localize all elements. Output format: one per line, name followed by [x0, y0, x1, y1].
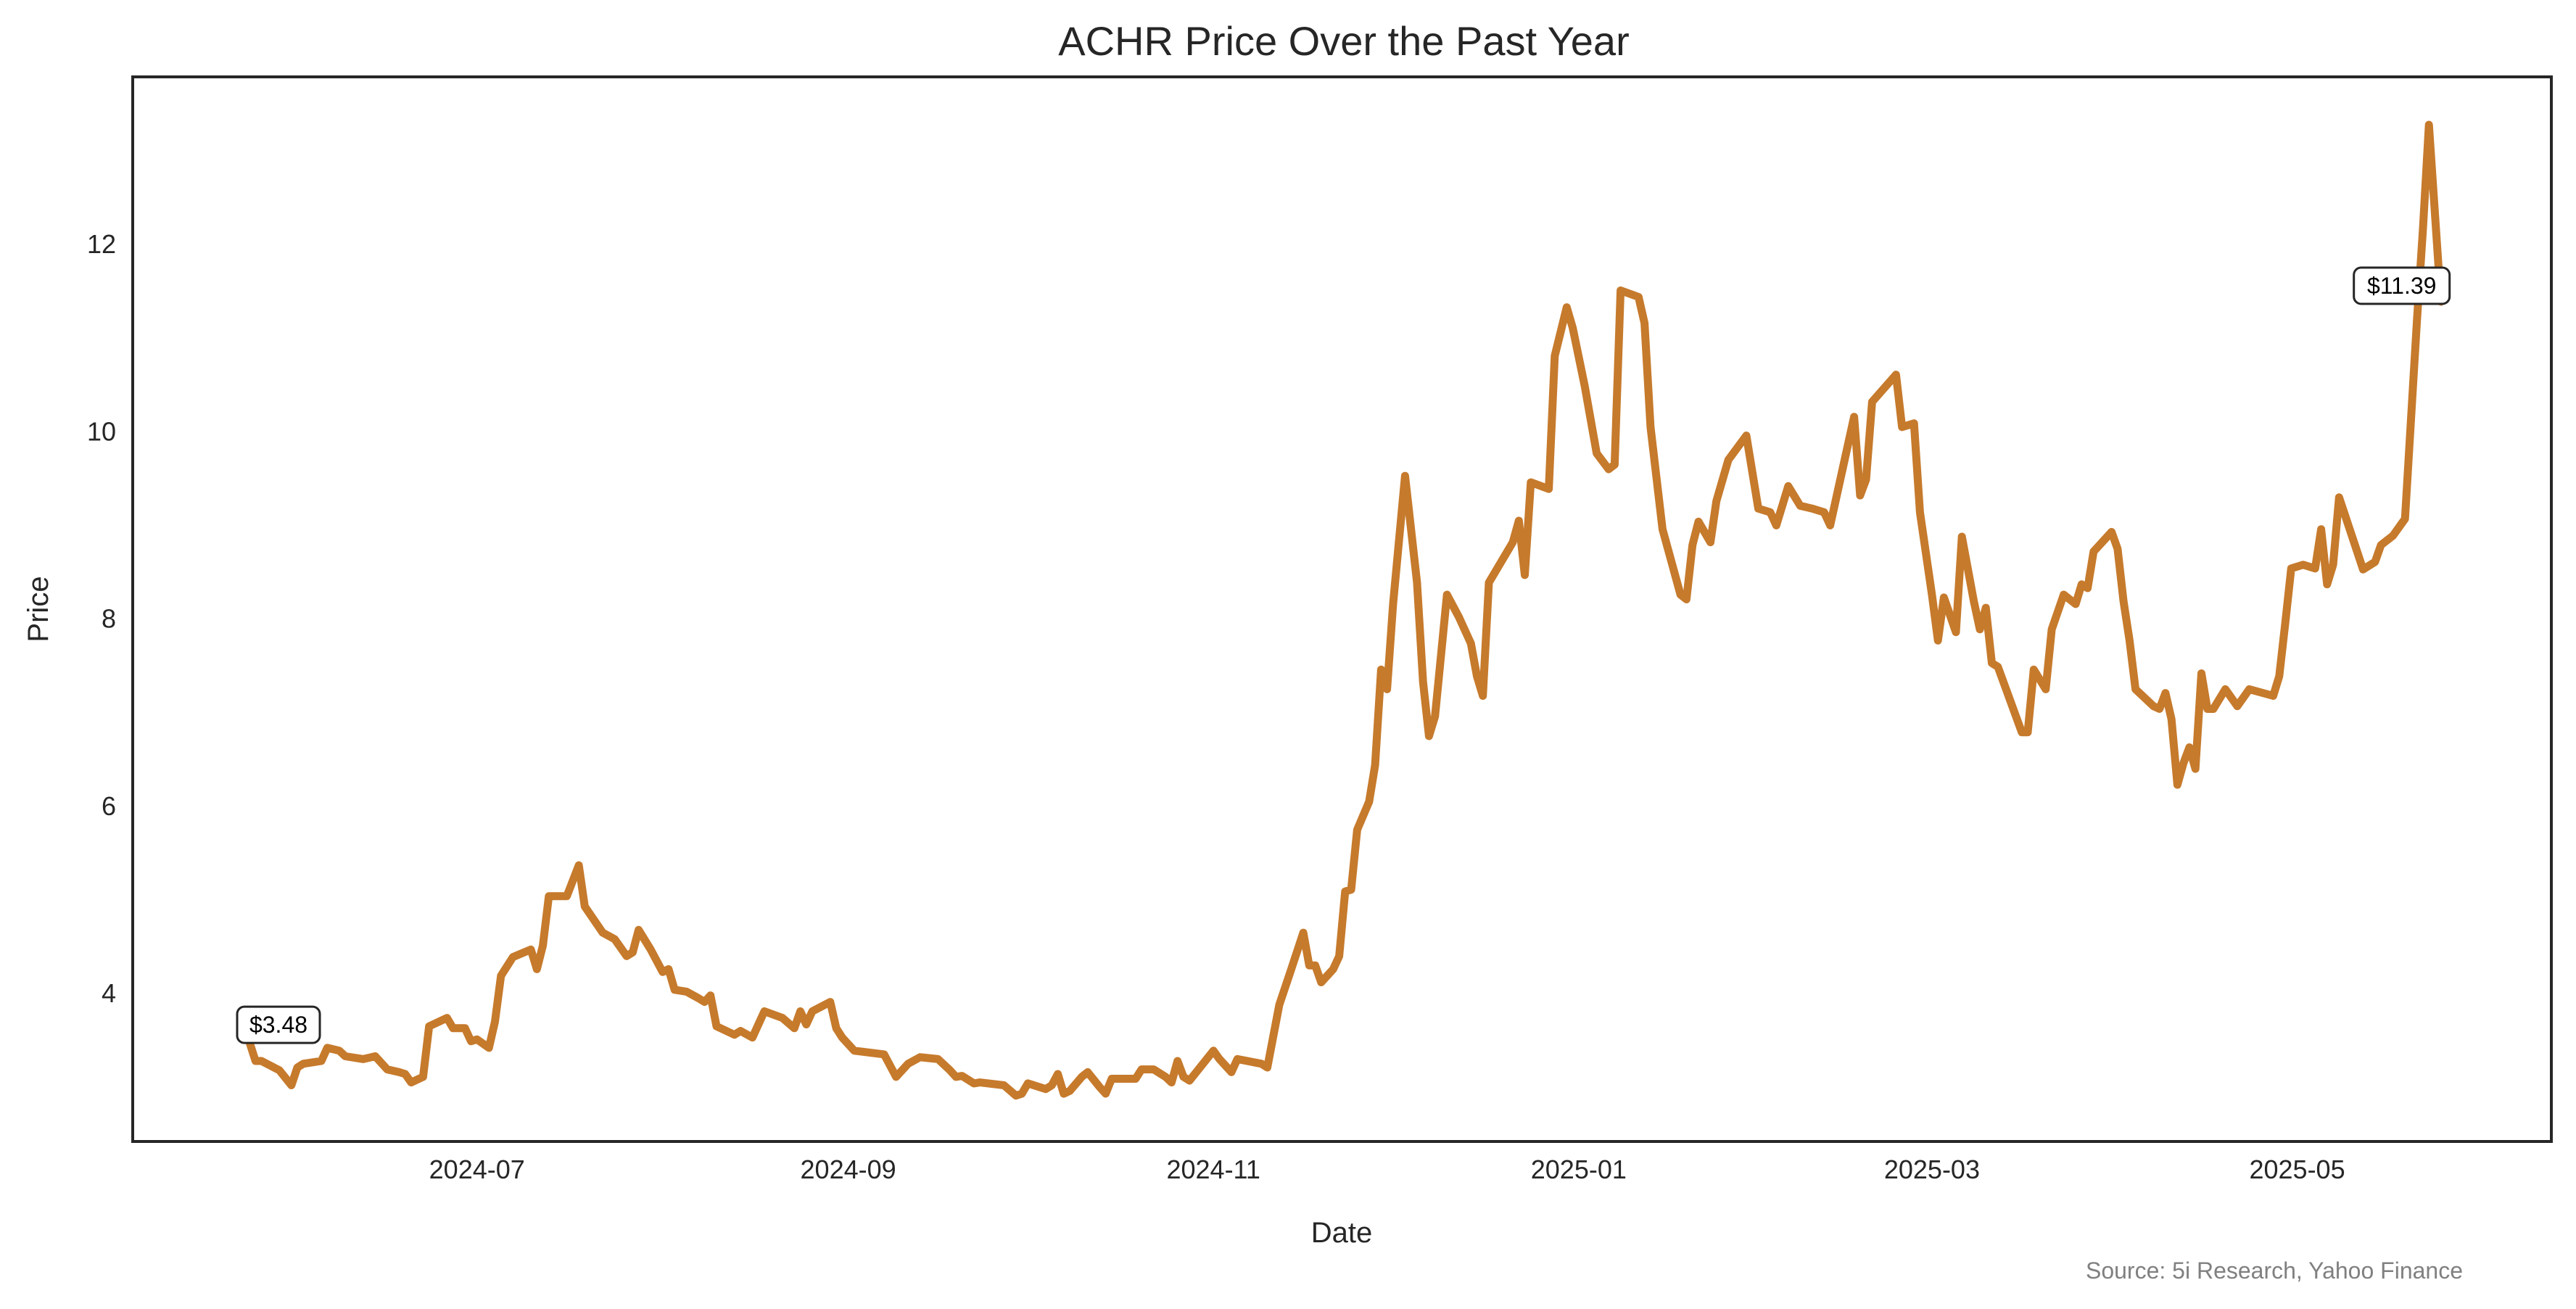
annotations: $3.48 $11.39	[236, 266, 2451, 1044]
annotation-label: $11.39	[2367, 273, 2437, 299]
chart-title: ACHR Price Over the Past Year	[1058, 18, 1629, 64]
annotation-box	[236, 1005, 321, 1044]
y-axis-label: Price	[22, 576, 54, 642]
plot-area	[131, 75, 2553, 1143]
annotation-box	[2353, 266, 2451, 305]
x-tick-label: 2025-03	[1884, 1155, 1980, 1184]
y-tick-label: 6	[102, 791, 116, 821]
y-tick-label: 10	[87, 416, 116, 446]
source-note: Source: 5i Research, Yahoo Finance	[2086, 1258, 2463, 1284]
x-tick-label: 2024-11	[1166, 1155, 1260, 1184]
x-axis-label: Date	[1311, 1217, 1373, 1249]
y-tick-label: 8	[102, 604, 116, 634]
price-line	[245, 120, 2445, 1100]
y-tick-label: 4	[102, 978, 116, 1008]
x-tick-label: 2024-09	[801, 1155, 896, 1184]
y-axis-ticks: 4 6 8 10 12	[87, 229, 116, 1008]
x-tick-label: 2025-01	[1531, 1155, 1627, 1184]
x-axis-ticks: 2024-07 2024-09 2024-11 2025-01 2025-03 2025-…	[429, 1155, 2345, 1184]
x-tick-label: 2024-07	[429, 1155, 525, 1184]
y-tick-label: 12	[87, 229, 116, 259]
x-tick-label: 2025-05	[2249, 1155, 2345, 1184]
annotation-label: $3.48	[249, 1012, 307, 1038]
